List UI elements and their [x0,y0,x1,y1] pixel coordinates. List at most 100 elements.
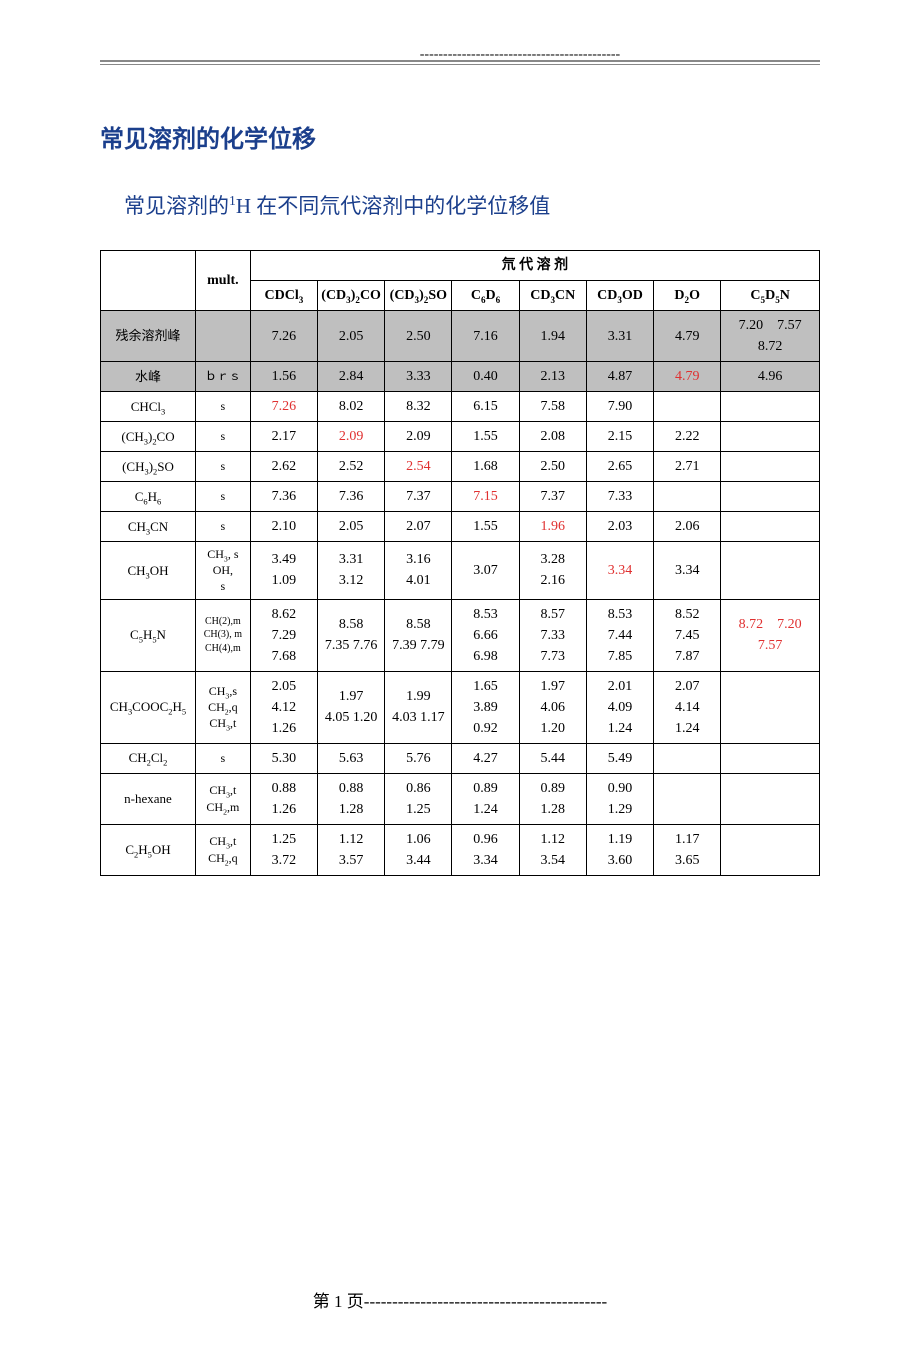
cell-compound: (CH3)2CO [101,422,196,452]
cell-value: 4.27 [452,743,519,773]
cell-value: 2.09 [318,422,385,452]
cell-value: 8.57 7.33 7.73 [519,599,586,671]
cell-mult: CH3,tCH2,q [195,824,250,875]
cell-value: 8.58 7.35 7.76 [318,599,385,671]
header-solvent-2: (CD3)2SO [385,281,452,311]
cell-value: 1.65 3.89 0.92 [452,671,519,743]
cell-value: 8.62 7.29 7.68 [250,599,317,671]
cell-mult: ｂｒｓ [195,362,250,392]
cell-value: 1.06 3.44 [385,824,452,875]
cell-value: 7.37 [385,482,452,512]
heading-2-part2: H 在不同氘代溶剂中的化学位移值 [236,194,550,218]
cell-value [721,392,820,422]
cell-value: 3.49 1.09 [250,542,317,600]
cell-value [721,422,820,452]
cell-value: 2.50 [519,452,586,482]
header-solvent-6: D2O [654,281,721,311]
header-compound-blank [101,251,196,311]
document-page: ----------------------------------------… [0,0,920,1366]
cell-value: 0.86 1.25 [385,773,452,824]
cell-compound: C6H6 [101,482,196,512]
cell-value: 2.08 [519,422,586,452]
cell-value: 1.19 3.60 [586,824,653,875]
cell-value [721,482,820,512]
cell-value: 2.05 [318,311,385,362]
cell-value [721,671,820,743]
cell-value: 2.09 [385,422,452,452]
cell-value: 2.54 [385,452,452,482]
cell-value: 1.96 [519,512,586,542]
cell-compound: CH2Cl2 [101,743,196,773]
table-row: CHCl3s7.268.028.326.157.587.90 [101,392,820,422]
cell-mult: s [195,422,250,452]
header-solvent-5: CD3OD [586,281,653,311]
cell-value: 3.16 4.01 [385,542,452,600]
cell-compound: 水峰 [101,362,196,392]
cell-value: 2.10 [250,512,317,542]
cell-value: 2.65 [586,452,653,482]
cell-value: 3.31 [586,311,653,362]
table-row: CH2Cl2s5.305.635.764.275.445.49 [101,743,820,773]
cell-value: 2.05 4.12 1.26 [250,671,317,743]
cell-value: 2.01 4.09 1.24 [586,671,653,743]
table-row: C5H5NCH(2),m CH(3), m CH(4),m8.62 7.29 7… [101,599,820,671]
nmr-table: mult. 氘 代 溶 剂 CDCl3(CD3)2CO(CD3)2SOC6D6C… [100,250,820,876]
top-dashes-text: ----------------------------------------… [300,47,620,63]
cell-value: 1.25 3.72 [250,824,317,875]
cell-value: 7.20 7.57 8.72 [721,311,820,362]
cell-compound: n-hexane [101,773,196,824]
cell-value: 2.50 [385,311,452,362]
cell-value: 1.55 [452,512,519,542]
cell-compound: 残余溶剂峰 [101,311,196,362]
cell-value: 8.52 7.45 7.87 [654,599,721,671]
header-solvent-4: CD3CN [519,281,586,311]
cell-mult: s [195,452,250,482]
cell-value: 3.07 [452,542,519,600]
cell-value: 1.97 4.05 1.20 [318,671,385,743]
cell-value: 7.36 [318,482,385,512]
cell-value: 0.89 1.28 [519,773,586,824]
cell-mult: s [195,392,250,422]
table-row: C2H5OHCH3,tCH2,q1.25 3.721.12 3.571.06 3… [101,824,820,875]
table-row: (CH3)2COs2.172.092.091.552.082.152.22 [101,422,820,452]
cell-value [721,773,820,824]
table-head: mult. 氘 代 溶 剂 CDCl3(CD3)2CO(CD3)2SOC6D6C… [101,251,820,311]
cell-value: 1.12 3.54 [519,824,586,875]
cell-value: 3.34 [586,542,653,600]
cell-value: 0.96 3.34 [452,824,519,875]
cell-value: 1.56 [250,362,317,392]
cell-value: 4.96 [721,362,820,392]
cell-value: 8.53 6.66 6.98 [452,599,519,671]
cell-value [721,542,820,600]
cell-value [721,452,820,482]
cell-value: 1.12 3.57 [318,824,385,875]
cell-value: 2.17 [250,422,317,452]
footer-text: 第 1 页-----------------------------------… [100,1287,820,1312]
cell-value: 3.33 [385,362,452,392]
cell-mult: CH3, s OH, s [195,542,250,600]
cell-value: 7.26 [250,311,317,362]
cell-mult: s [195,482,250,512]
cell-mult [195,311,250,362]
cell-value: 8.72 7.20 7.57 [721,599,820,671]
cell-value: 1.99 4.03 1.17 [385,671,452,743]
cell-value: 4.79 [654,311,721,362]
cell-value [721,512,820,542]
table-row: CH3COOC2H5CH3,sCH2,qCH3,t2.05 4.12 1.261… [101,671,820,743]
header-solvent-0: CDCl3 [250,281,317,311]
table-row: CH3OHCH3, s OH, s3.49 1.093.31 3.123.16 … [101,542,820,600]
cell-value: 0.88 1.26 [250,773,317,824]
cell-value: 3.28 2.16 [519,542,586,600]
cell-value: 8.02 [318,392,385,422]
header-solvent-3: C6D6 [452,281,519,311]
cell-value: 2.05 [318,512,385,542]
header-solvent-group: 氘 代 溶 剂 [250,251,819,281]
cell-value: 2.07 4.14 1.24 [654,671,721,743]
cell-value: 2.13 [519,362,586,392]
cell-value: 2.52 [318,452,385,482]
heading-2-sup: 1 [229,193,236,208]
cell-value: 2.22 [654,422,721,452]
cell-value: 5.30 [250,743,317,773]
cell-value: 3.34 [654,542,721,600]
cell-mult: s [195,512,250,542]
